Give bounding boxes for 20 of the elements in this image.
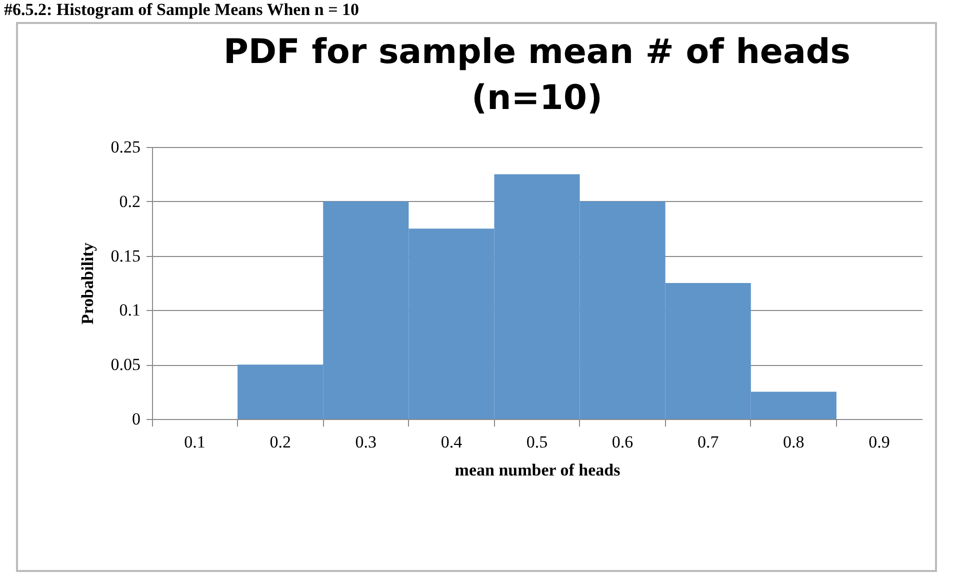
x-tick-label: 0.5 <box>526 432 548 452</box>
y-tick-label: 0.15 <box>110 246 140 266</box>
x-tick-label: 0.6 <box>612 432 634 452</box>
x-axis-title: mean number of heads <box>454 460 621 480</box>
text: (n=10) <box>471 78 603 118</box>
text: PDF for sample mean # of heads <box>223 32 851 72</box>
y-tick-label: 0 <box>132 410 140 428</box>
x-tick-label: 0.3 <box>355 432 377 452</box>
y-tick-label: 0.25 <box>110 138 140 156</box>
y-tick-label: 0.1 <box>119 300 140 320</box>
x-tick-label: 0.1 <box>184 432 206 452</box>
y-axis-title: Probability <box>78 242 97 324</box>
text: #6.5.2: Histogram of Sample Means When n = 10 <box>3 0 360 21</box>
x-tick-label: 0.2 <box>270 432 291 452</box>
y-tick-label: 0.2 <box>119 192 140 211</box>
x-tick-label: 0.8 <box>783 432 804 452</box>
x-tick-label: 0.4 <box>440 432 463 452</box>
x-tick-label: 0.7 <box>697 432 720 452</box>
x-tick-label: 0.9 <box>868 432 890 452</box>
y-tick-label: 0.05 <box>110 355 140 374</box>
